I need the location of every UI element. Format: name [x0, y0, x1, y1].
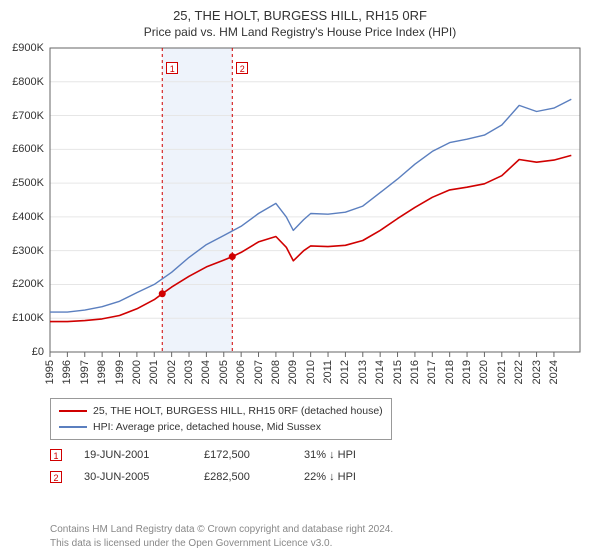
sale-vs-hpi: 22% ↓ HPI [304, 471, 394, 483]
x-axis-label: 2009 [287, 360, 299, 384]
y-axis-label: £600K [0, 143, 44, 155]
table-row: 1 19-JUN-2001 £172,500 31% ↓ HPI [50, 444, 394, 466]
x-axis-label: 1998 [96, 360, 108, 384]
x-axis-label: 2001 [148, 360, 160, 384]
chart-titles: 25, THE HOLT, BURGESS HILL, RH15 0RF Pri… [0, 0, 600, 39]
x-axis-label: 2011 [322, 360, 334, 384]
x-axis-label: 2012 [339, 360, 351, 384]
y-axis-label: £300K [0, 245, 44, 257]
x-axis-label: 2023 [531, 360, 543, 384]
x-axis-label: 2000 [131, 360, 143, 384]
x-axis-label: 2024 [548, 360, 560, 384]
y-axis-label: £700K [0, 110, 44, 122]
x-axis-label: 2020 [478, 360, 490, 384]
x-axis-label: 1995 [44, 360, 56, 384]
x-axis-label: 2014 [374, 360, 386, 384]
x-axis-label: 1996 [61, 360, 73, 384]
x-axis-label: 2010 [305, 360, 317, 384]
plot-svg [50, 48, 580, 352]
legend-item: 25, THE HOLT, BURGESS HILL, RH15 0RF (de… [59, 403, 383, 419]
x-axis-label: 2006 [235, 360, 247, 384]
y-axis-label: £0 [0, 346, 44, 358]
y-axis-label: £100K [0, 312, 44, 324]
x-axis-label: 2017 [426, 360, 438, 384]
y-axis-label: £400K [0, 211, 44, 223]
x-axis-label: 2005 [218, 360, 230, 384]
legend-item: HPI: Average price, detached house, Mid … [59, 419, 383, 435]
x-axis-label: 2016 [409, 360, 421, 384]
chart-sale-marker: 2 [236, 62, 248, 74]
legend-swatch [59, 410, 87, 412]
sale-date: 30-JUN-2005 [84, 471, 204, 483]
legend-label: 25, THE HOLT, BURGESS HILL, RH15 0RF (de… [93, 405, 383, 417]
y-axis-label: £900K [0, 42, 44, 54]
title-subtitle: Price paid vs. HM Land Registry's House … [0, 25, 600, 39]
x-axis-label: 2019 [461, 360, 473, 384]
sale-date: 19-JUN-2001 [84, 449, 204, 461]
x-axis-label: 2008 [270, 360, 282, 384]
x-axis-label: 2021 [496, 360, 508, 384]
x-axis-label: 1997 [79, 360, 91, 384]
y-axis-label: £500K [0, 177, 44, 189]
license-line: This data is licensed under the Open Gov… [50, 537, 393, 551]
y-axis-label: £200K [0, 278, 44, 290]
table-row: 2 30-JUN-2005 £282,500 22% ↓ HPI [50, 466, 394, 488]
legend-swatch [59, 426, 87, 428]
y-axis-label: £800K [0, 76, 44, 88]
x-axis-label: 2015 [392, 360, 404, 384]
title-address: 25, THE HOLT, BURGESS HILL, RH15 0RF [0, 8, 600, 23]
x-axis-label: 2002 [166, 360, 178, 384]
legend: 25, THE HOLT, BURGESS HILL, RH15 0RF (de… [50, 398, 392, 440]
sales-table: 1 19-JUN-2001 £172,500 31% ↓ HPI 2 30-JU… [50, 444, 394, 488]
x-axis-label: 2018 [444, 360, 456, 384]
license-line: Contains HM Land Registry data © Crown c… [50, 523, 393, 537]
x-axis-label: 2022 [513, 360, 525, 384]
x-axis-label: 1999 [114, 360, 126, 384]
chart-sale-marker: 1 [166, 62, 178, 74]
legend-label: HPI: Average price, detached house, Mid … [93, 421, 321, 433]
sale-marker-icon: 1 [50, 449, 62, 461]
x-axis-label: 2007 [253, 360, 265, 384]
x-axis-label: 2004 [200, 360, 212, 384]
x-axis-label: 2003 [183, 360, 195, 384]
plot-area: £0£100K£200K£300K£400K£500K£600K£700K£80… [50, 48, 580, 352]
license-text: Contains HM Land Registry data © Crown c… [50, 523, 393, 550]
sale-price: £172,500 [204, 449, 304, 461]
x-axis-label: 2013 [357, 360, 369, 384]
sale-marker-icon: 2 [50, 471, 62, 483]
sale-vs-hpi: 31% ↓ HPI [304, 449, 394, 461]
chart-container: 25, THE HOLT, BURGESS HILL, RH15 0RF Pri… [0, 0, 600, 560]
sale-price: £282,500 [204, 471, 304, 483]
